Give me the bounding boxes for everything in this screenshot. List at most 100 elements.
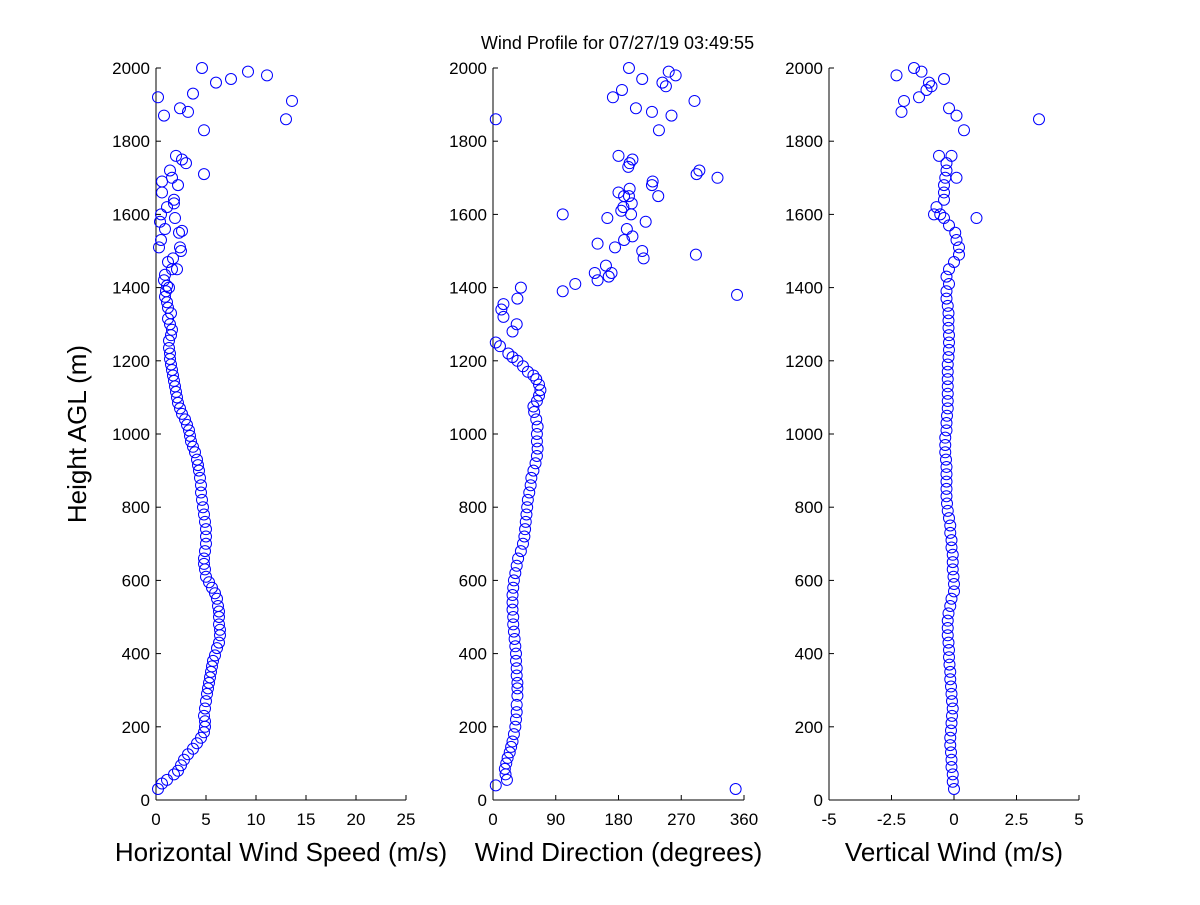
data-point [625,197,638,210]
data-point [941,299,954,312]
data-point [945,592,958,605]
data-point [945,753,958,766]
data-point [163,334,175,347]
data-point [199,545,211,558]
data-point [945,541,958,554]
data-point [645,179,658,192]
data-point [530,373,543,386]
data-point [511,676,524,689]
data-point [163,341,175,354]
data-point [1033,113,1045,126]
data-point [530,413,543,426]
data-point [940,292,953,305]
data-point [203,576,215,589]
data-point [622,190,635,203]
x-tick-label: -2.5 [877,810,906,829]
data-point [156,175,168,188]
data-point [213,636,225,649]
data-point [943,263,955,276]
data-point [209,587,221,600]
data-point [923,76,935,89]
x-tick-label: 5 [201,810,210,829]
y-tick-label: 1400 [785,279,823,298]
data-point [711,171,724,184]
figure-title: Wind Profile for 07/27/19 03:49:55 [480,33,755,53]
data-point [489,113,502,126]
data-point [940,270,953,283]
data-point [171,263,183,276]
data-point [609,241,622,254]
data-point [164,347,176,360]
x-axis-label: Wind Direction (degrees) [475,837,763,867]
data-point [940,164,953,177]
data-point [525,471,538,484]
data-point [898,94,910,107]
data-point [970,212,983,225]
data-point [501,751,514,764]
data-point [511,682,524,695]
data-point [946,702,959,715]
data-point [166,263,178,276]
data-point [505,740,518,753]
data-point [510,654,523,667]
data-point [528,406,541,419]
y-tick-label: 1200 [449,352,487,371]
data-point [945,149,958,162]
data-point [516,537,529,550]
data-point [206,660,218,673]
y-tick-label: 2000 [112,59,150,78]
data-point [507,581,520,594]
y-tick-label: 1800 [785,132,823,151]
data-point [948,578,960,591]
data-point [511,292,524,305]
data-point [153,241,165,254]
data-point [521,493,534,506]
data-point [947,570,960,583]
x-axis-label: Horizontal Wind Speed (m/s) [115,837,447,867]
data-point [497,310,510,323]
data-point [195,486,207,499]
data-point [913,91,925,104]
data-point [507,618,520,631]
y-tick-label: 2000 [785,59,823,78]
data-point [556,285,569,298]
data-point [944,739,957,752]
data-point [652,124,665,137]
y-tick-label: 1200 [112,352,150,371]
data-point [945,687,958,700]
data-point [506,596,519,609]
panel-vertical: 0 200 400 600 800 1000 1200 1400 1600 1800 2000 -5 -… [785,59,1084,867]
data-point [534,384,547,397]
data-point [938,186,950,199]
x-tick-label: 0 [949,810,958,829]
data-point [599,259,612,272]
y-tick-label: 200 [122,718,150,737]
data-point [489,336,502,349]
data-point [198,508,210,521]
data-point [183,424,195,437]
data-point [200,537,212,550]
data-point [639,215,652,228]
data-point [920,83,933,96]
data-point [176,224,188,237]
data-point [731,288,744,301]
data-point [943,336,955,349]
y-tick-label: 400 [122,645,150,664]
data-point [506,589,519,602]
data-point [198,168,210,181]
data-point [195,479,207,492]
data-point [946,768,959,781]
data-point [176,153,188,166]
data-point [500,757,513,770]
data-point [510,698,523,711]
data-point [510,713,523,726]
data-point [944,526,957,539]
data-point [507,625,520,638]
data-point [941,621,954,634]
x-tick-label: 90 [546,810,565,829]
data-point [198,557,210,570]
data-point [531,442,544,455]
data-point [510,559,523,572]
